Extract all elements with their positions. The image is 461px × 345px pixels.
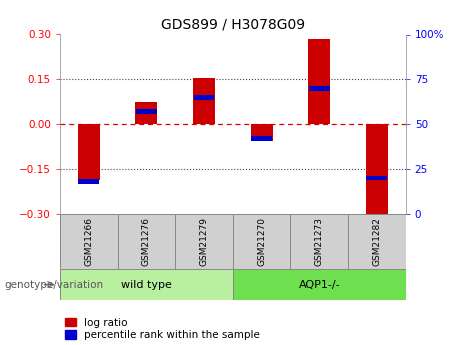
Bar — [233, 269, 406, 300]
Bar — [175, 214, 233, 269]
Legend: log ratio, percentile rank within the sample: log ratio, percentile rank within the sa… — [65, 318, 260, 340]
Bar — [78, 179, 99, 184]
Text: GSM21273: GSM21273 — [315, 217, 324, 266]
Bar — [60, 269, 233, 300]
Bar — [290, 214, 348, 269]
Text: GSM21270: GSM21270 — [257, 217, 266, 266]
Bar — [251, 124, 272, 141]
Title: GDS899 / H3078G09: GDS899 / H3078G09 — [161, 18, 305, 32]
Bar — [136, 102, 157, 124]
Text: genotype/variation: genotype/variation — [5, 280, 104, 289]
Bar — [251, 136, 272, 141]
Text: GSM21282: GSM21282 — [372, 217, 381, 266]
Bar — [60, 214, 118, 269]
Bar — [308, 39, 330, 124]
Bar — [194, 95, 214, 100]
Bar — [233, 214, 290, 269]
Bar — [193, 78, 215, 124]
Bar — [136, 109, 157, 114]
Bar — [366, 124, 388, 220]
Text: AQP1-/-: AQP1-/- — [298, 280, 340, 289]
Bar — [78, 124, 100, 179]
Text: wild type: wild type — [121, 280, 172, 289]
Text: GSM21279: GSM21279 — [200, 217, 208, 266]
Text: GSM21276: GSM21276 — [142, 217, 151, 266]
Bar — [118, 214, 175, 269]
Bar — [309, 86, 330, 91]
Bar — [348, 214, 406, 269]
Bar — [366, 176, 387, 180]
Text: GSM21266: GSM21266 — [84, 217, 93, 266]
